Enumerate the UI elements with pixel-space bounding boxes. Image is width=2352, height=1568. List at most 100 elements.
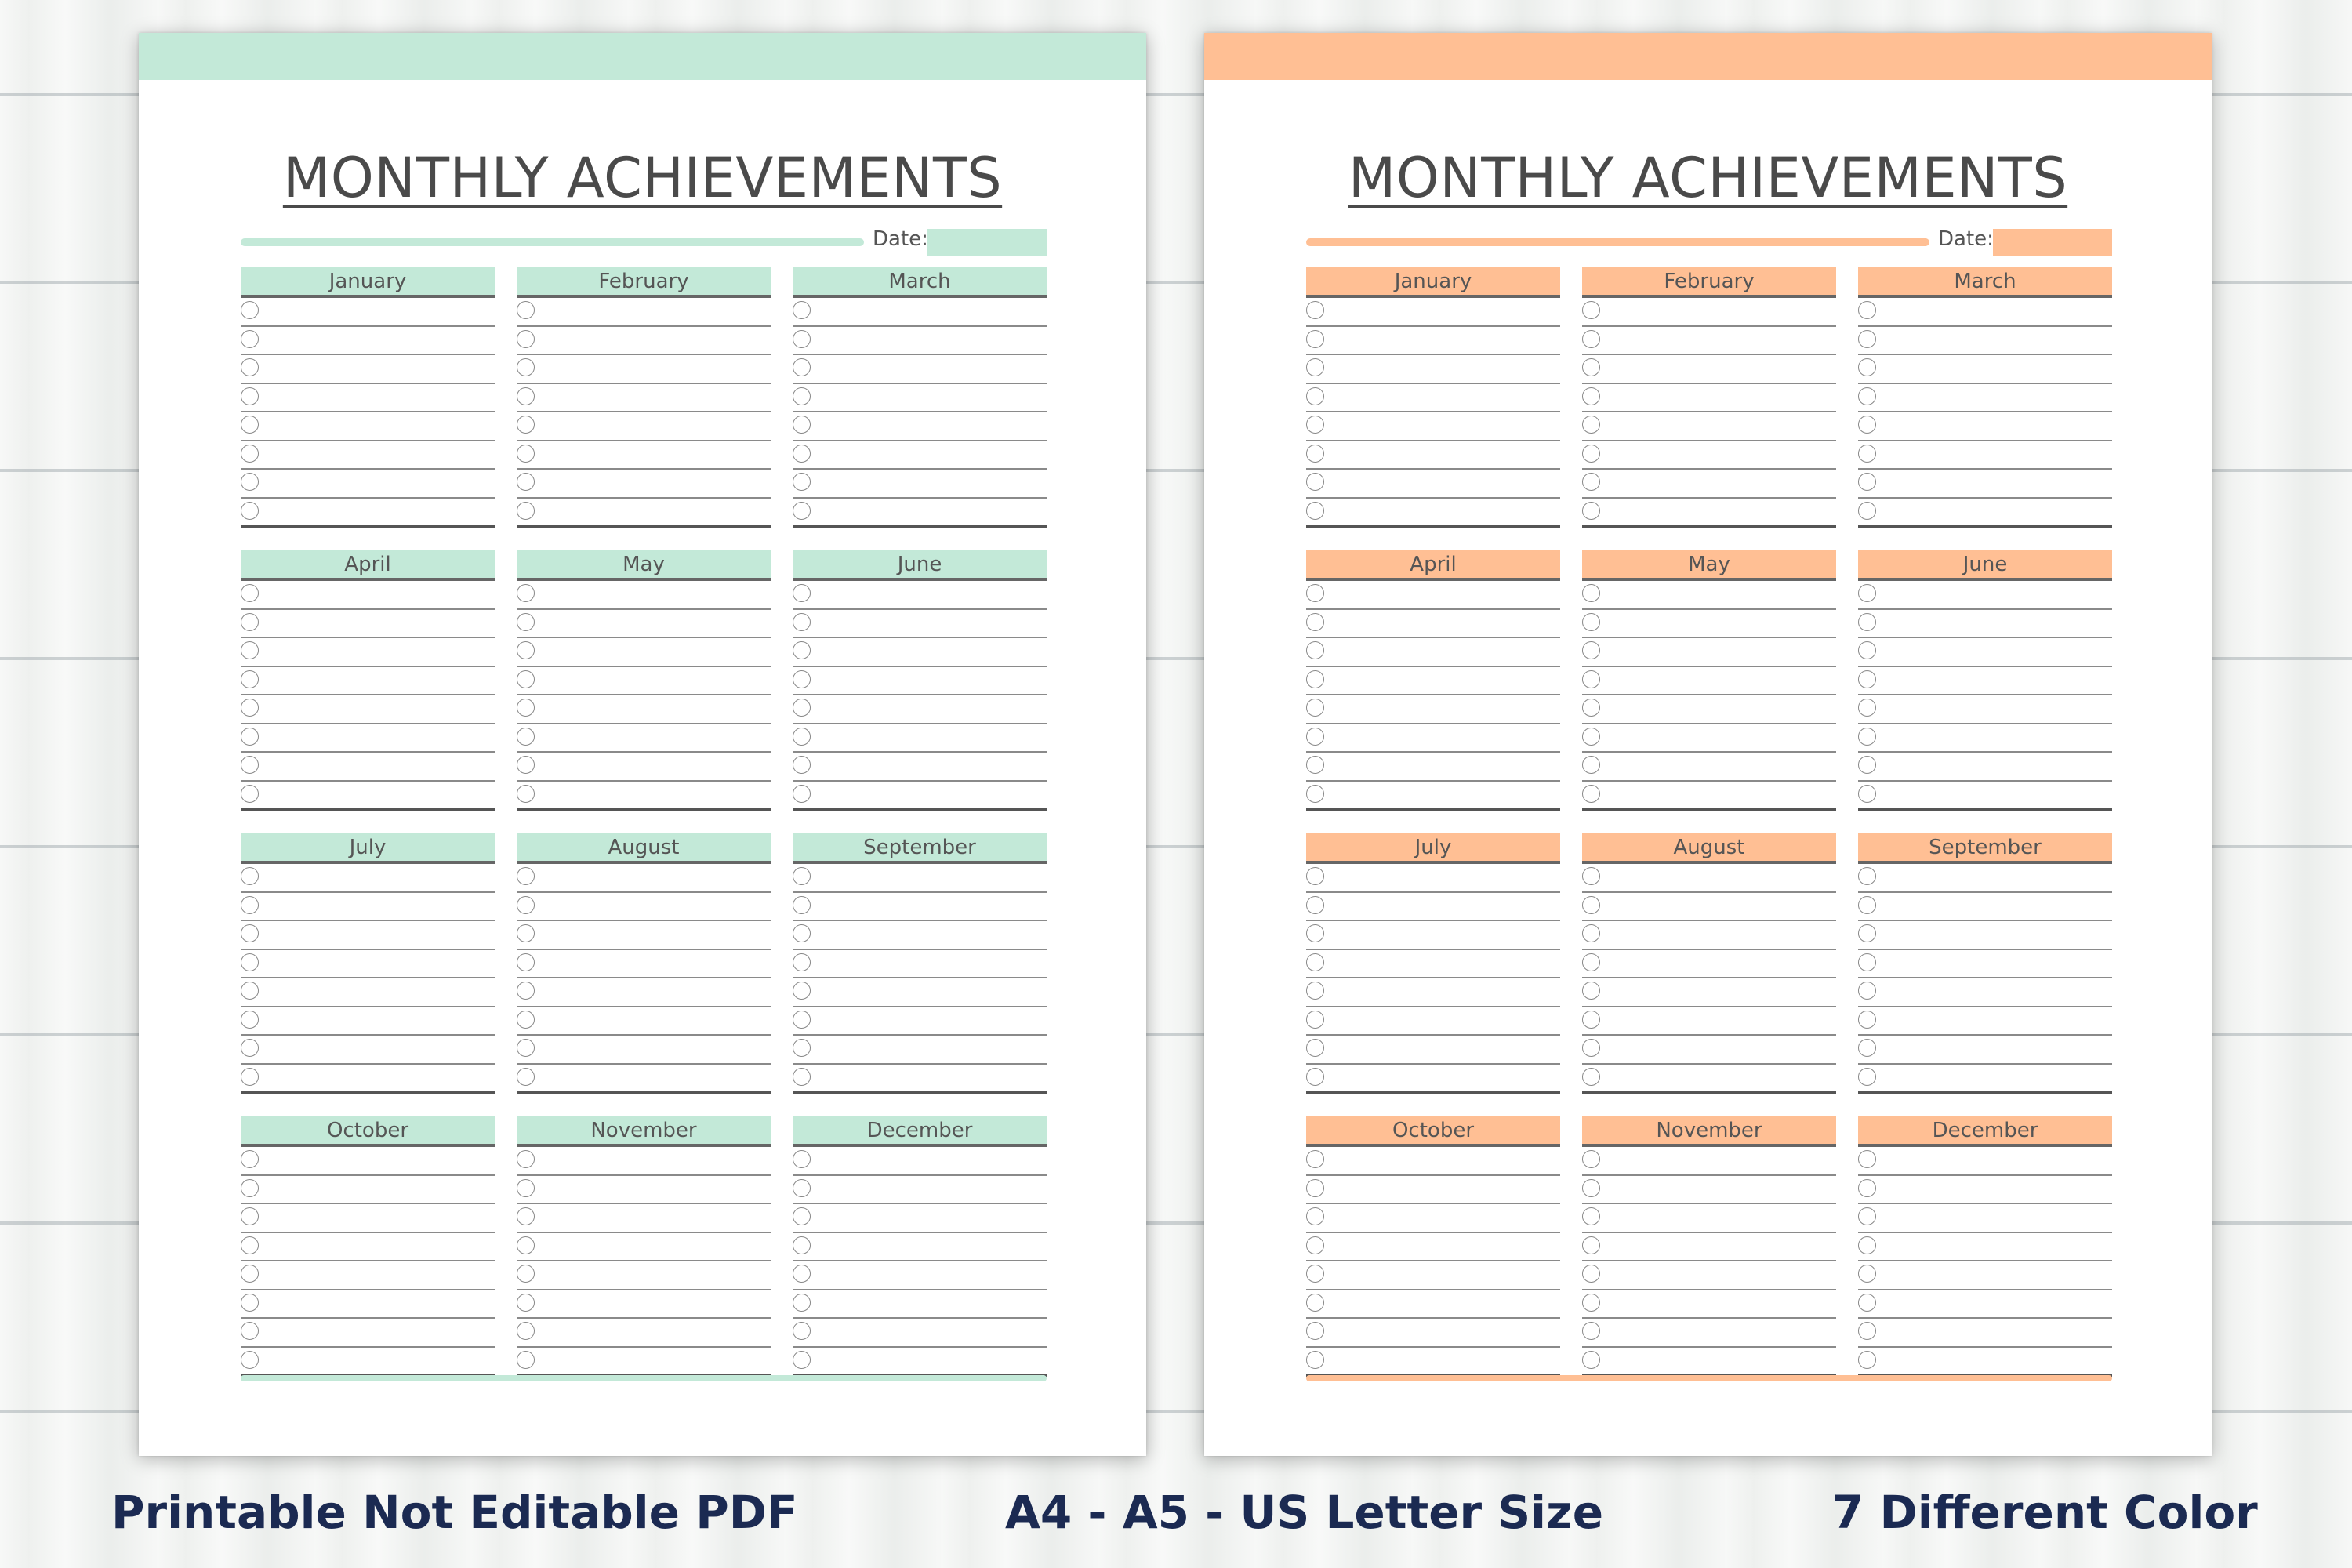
month-header: August [1582, 833, 1836, 864]
achievement-row [241, 384, 495, 412]
checkbox-circle-icon [1858, 670, 1876, 688]
achievement-row [1858, 921, 2112, 950]
achievement-row [517, 499, 771, 528]
date-label: Date: [1938, 227, 1994, 251]
month-header: May [1582, 550, 1836, 581]
checkbox-circle-icon [1582, 727, 1600, 746]
month-header: January [241, 267, 495, 298]
achievement-row [1858, 412, 2112, 441]
checkbox-circle-icon [1858, 358, 1876, 376]
achievement-row [793, 695, 1047, 724]
date-field [1993, 229, 2112, 256]
month-block-january: January [1306, 267, 1560, 528]
achievement-row [517, 753, 771, 782]
achievement-row [1306, 724, 1560, 753]
achievement-row [1306, 470, 1560, 499]
checkbox-circle-icon [241, 1178, 259, 1197]
achievement-row [241, 1290, 495, 1319]
checkbox-circle-icon [793, 473, 811, 491]
achievement-row [1858, 1065, 2112, 1094]
checkbox-circle-icon [1582, 358, 1600, 376]
checkbox-circle-icon [517, 784, 535, 803]
checkbox-circle-icon [1582, 1010, 1600, 1029]
achievement-row [241, 1007, 495, 1036]
achievement-row [793, 638, 1047, 667]
achievement-row [241, 724, 495, 753]
checkbox-circle-icon [1582, 1265, 1600, 1283]
checkbox-circle-icon [1858, 1207, 1876, 1225]
page-title: MONTHLY ACHIEVEMENTS [282, 146, 1003, 210]
checkbox-circle-icon [1582, 1350, 1600, 1369]
achievement-row [241, 667, 495, 695]
achievement-row [793, 1176, 1047, 1204]
checkbox-circle-icon [517, 387, 535, 405]
achievement-row [241, 499, 495, 528]
checkbox-circle-icon [1858, 641, 1876, 659]
achievement-row [1858, 950, 2112, 978]
checkbox-circle-icon [793, 1322, 811, 1340]
checkbox-circle-icon [793, 670, 811, 688]
checkbox-circle-icon [517, 612, 535, 631]
achievement-row [1582, 782, 1836, 811]
month-header: October [241, 1116, 495, 1147]
achievement-row [1582, 1348, 1836, 1377]
achievement-row [241, 1065, 495, 1094]
checkbox-circle-icon [793, 1293, 811, 1312]
month-header: December [1858, 1116, 2112, 1147]
checkbox-circle-icon [793, 1039, 811, 1057]
achievement-row [241, 782, 495, 811]
achievement-row [793, 441, 1047, 470]
achievement-row [517, 1147, 771, 1176]
checkbox-circle-icon [1582, 953, 1600, 971]
achievement-row [793, 384, 1047, 412]
month-block-september: September [793, 833, 1047, 1094]
achievement-row [241, 1036, 495, 1065]
achievement-row [1858, 864, 2112, 893]
achievement-row [793, 950, 1047, 978]
checkbox-circle-icon [793, 387, 811, 405]
achievement-row [1582, 1065, 1836, 1094]
checkbox-circle-icon [1306, 1039, 1324, 1057]
checkbox-circle-icon [1306, 924, 1324, 942]
checkbox-circle-icon [1582, 982, 1600, 1000]
achievement-row [1858, 298, 2112, 327]
achievement-row [1858, 1290, 2112, 1319]
month-block-october: October [241, 1116, 495, 1377]
achievement-row [1858, 384, 2112, 412]
achievement-row [1582, 441, 1836, 470]
month-block-june: June [793, 550, 1047, 811]
checkbox-circle-icon [241, 670, 259, 688]
achievement-row [1582, 1290, 1836, 1319]
checkbox-circle-icon [793, 1178, 811, 1197]
achievement-row [517, 355, 771, 384]
checkbox-circle-icon [793, 329, 811, 348]
achievement-row [517, 1007, 771, 1036]
checkbox-circle-icon [793, 501, 811, 520]
month-block-august: August [1582, 833, 1836, 1094]
achievement-row [517, 1204, 771, 1233]
checkbox-circle-icon [793, 301, 811, 319]
checkbox-circle-icon [1582, 1150, 1600, 1168]
month-header: July [241, 833, 495, 864]
achievement-row [1858, 441, 2112, 470]
checkbox-circle-icon [241, 982, 259, 1000]
checkbox-circle-icon [1306, 641, 1324, 659]
checkbox-circle-icon [1858, 444, 1876, 463]
checkbox-circle-icon [241, 895, 259, 914]
achievement-row [793, 1319, 1047, 1348]
checkbox-circle-icon [1858, 784, 1876, 803]
achievement-row [517, 1176, 771, 1204]
month-block-march: March [1858, 267, 2112, 528]
checkbox-circle-icon [1582, 329, 1600, 348]
checkbox-circle-icon [793, 895, 811, 914]
checkbox-circle-icon [241, 329, 259, 348]
achievement-row [1306, 695, 1560, 724]
checkbox-circle-icon [241, 1039, 259, 1057]
achievement-row [793, 978, 1047, 1007]
achievement-row [241, 978, 495, 1007]
achievement-row [1306, 1036, 1560, 1065]
achievement-row [1306, 950, 1560, 978]
month-header: September [1858, 833, 2112, 864]
checkbox-circle-icon [517, 641, 535, 659]
checkbox-circle-icon [517, 473, 535, 491]
